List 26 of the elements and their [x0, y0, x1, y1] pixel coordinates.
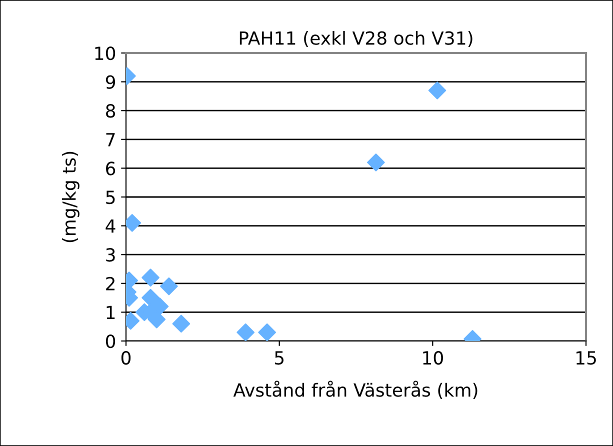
y-tick-label: 2 — [106, 276, 114, 290]
y-tick-label: 6 — [106, 162, 116, 176]
y-tick-label: 3 — [106, 248, 115, 262]
y-tick-label: 4 — [106, 219, 116, 233]
point — [367, 154, 385, 172]
y-tick-label: 5 — [106, 190, 115, 204]
point — [236, 323, 255, 341]
y-tick-label: 0 — [106, 334, 116, 348]
point — [428, 82, 446, 100]
x-tick-label: 15 — [576, 351, 596, 365]
y-tick-label: 8 — [106, 104, 116, 118]
y-tick-label: 9 — [106, 75, 116, 89]
point — [172, 314, 190, 333]
point — [160, 277, 178, 296]
x-tick-label: 10 — [423, 351, 443, 365]
x-axis-title: Avstånd från Västerås (km) — [233, 380, 478, 399]
y-tick-label: 1 — [106, 306, 115, 320]
x-tick-label: 5 — [274, 351, 284, 365]
point — [258, 323, 276, 341]
x-tick-label: 0 — [121, 351, 131, 365]
y-tick-label: 10 — [95, 46, 116, 60]
point — [142, 288, 160, 307]
point — [142, 268, 160, 287]
y-tick-label: 7 — [106, 133, 115, 146]
chart-title: PAH11 (exkl V28 och V31) — [240, 30, 472, 48]
y-axis-title: (mg/kg ts) — [62, 152, 80, 242]
